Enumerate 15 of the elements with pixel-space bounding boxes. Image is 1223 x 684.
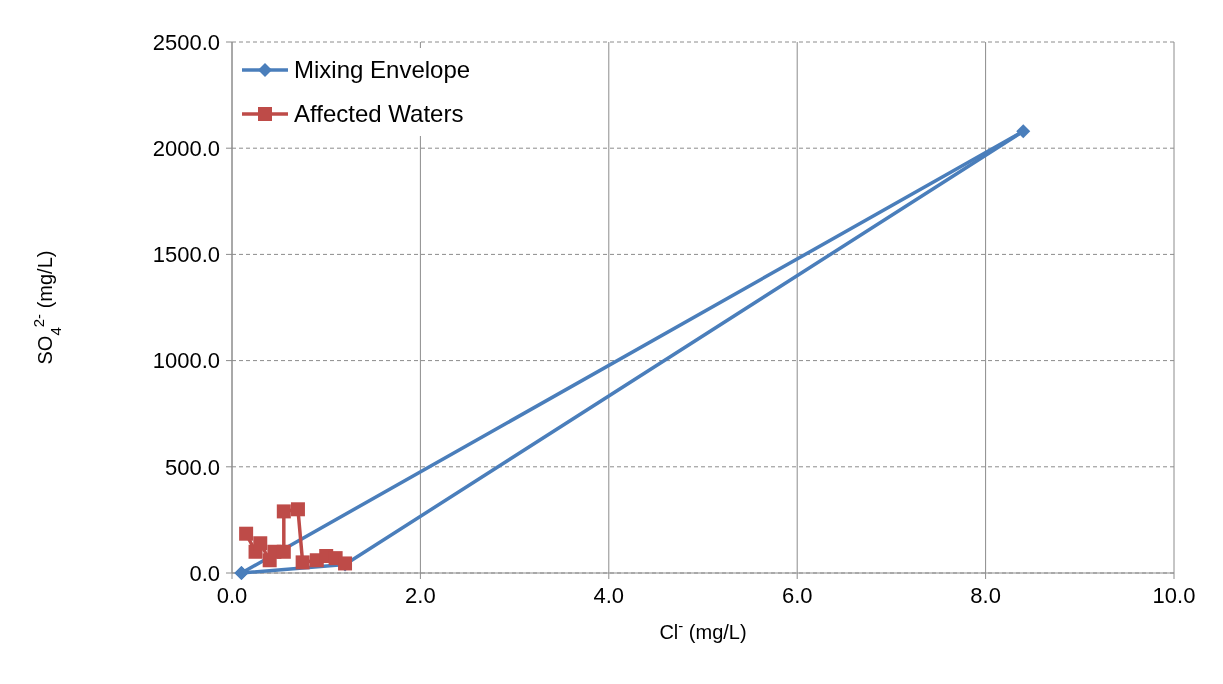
legend-label: Mixing Envelope: [294, 56, 471, 84]
x-tick-label: 2.0: [405, 583, 436, 608]
y-tick-label: 1000.0: [152, 348, 220, 374]
x-axis-title: Cl$^{-}$ (mg/L): [659, 616, 747, 643]
y-tick-label: 500.0: [164, 454, 220, 480]
x-tick-label: 8.0: [970, 583, 1001, 608]
y-tick-label: 2500.0: [152, 29, 220, 55]
x-tick-label: 10.0: [1152, 583, 1196, 608]
y-tick-label: 2000.0: [152, 135, 220, 161]
x-tick-label: 0.0: [216, 583, 248, 608]
legend-label: Affected Waters: [294, 100, 464, 128]
y-tick-label: 1500.0: [152, 242, 220, 268]
x-tick-label: 6.0: [781, 583, 813, 608]
x-tick-label: 4.0: [593, 583, 625, 608]
y-tick-label: 0.0: [189, 560, 220, 586]
